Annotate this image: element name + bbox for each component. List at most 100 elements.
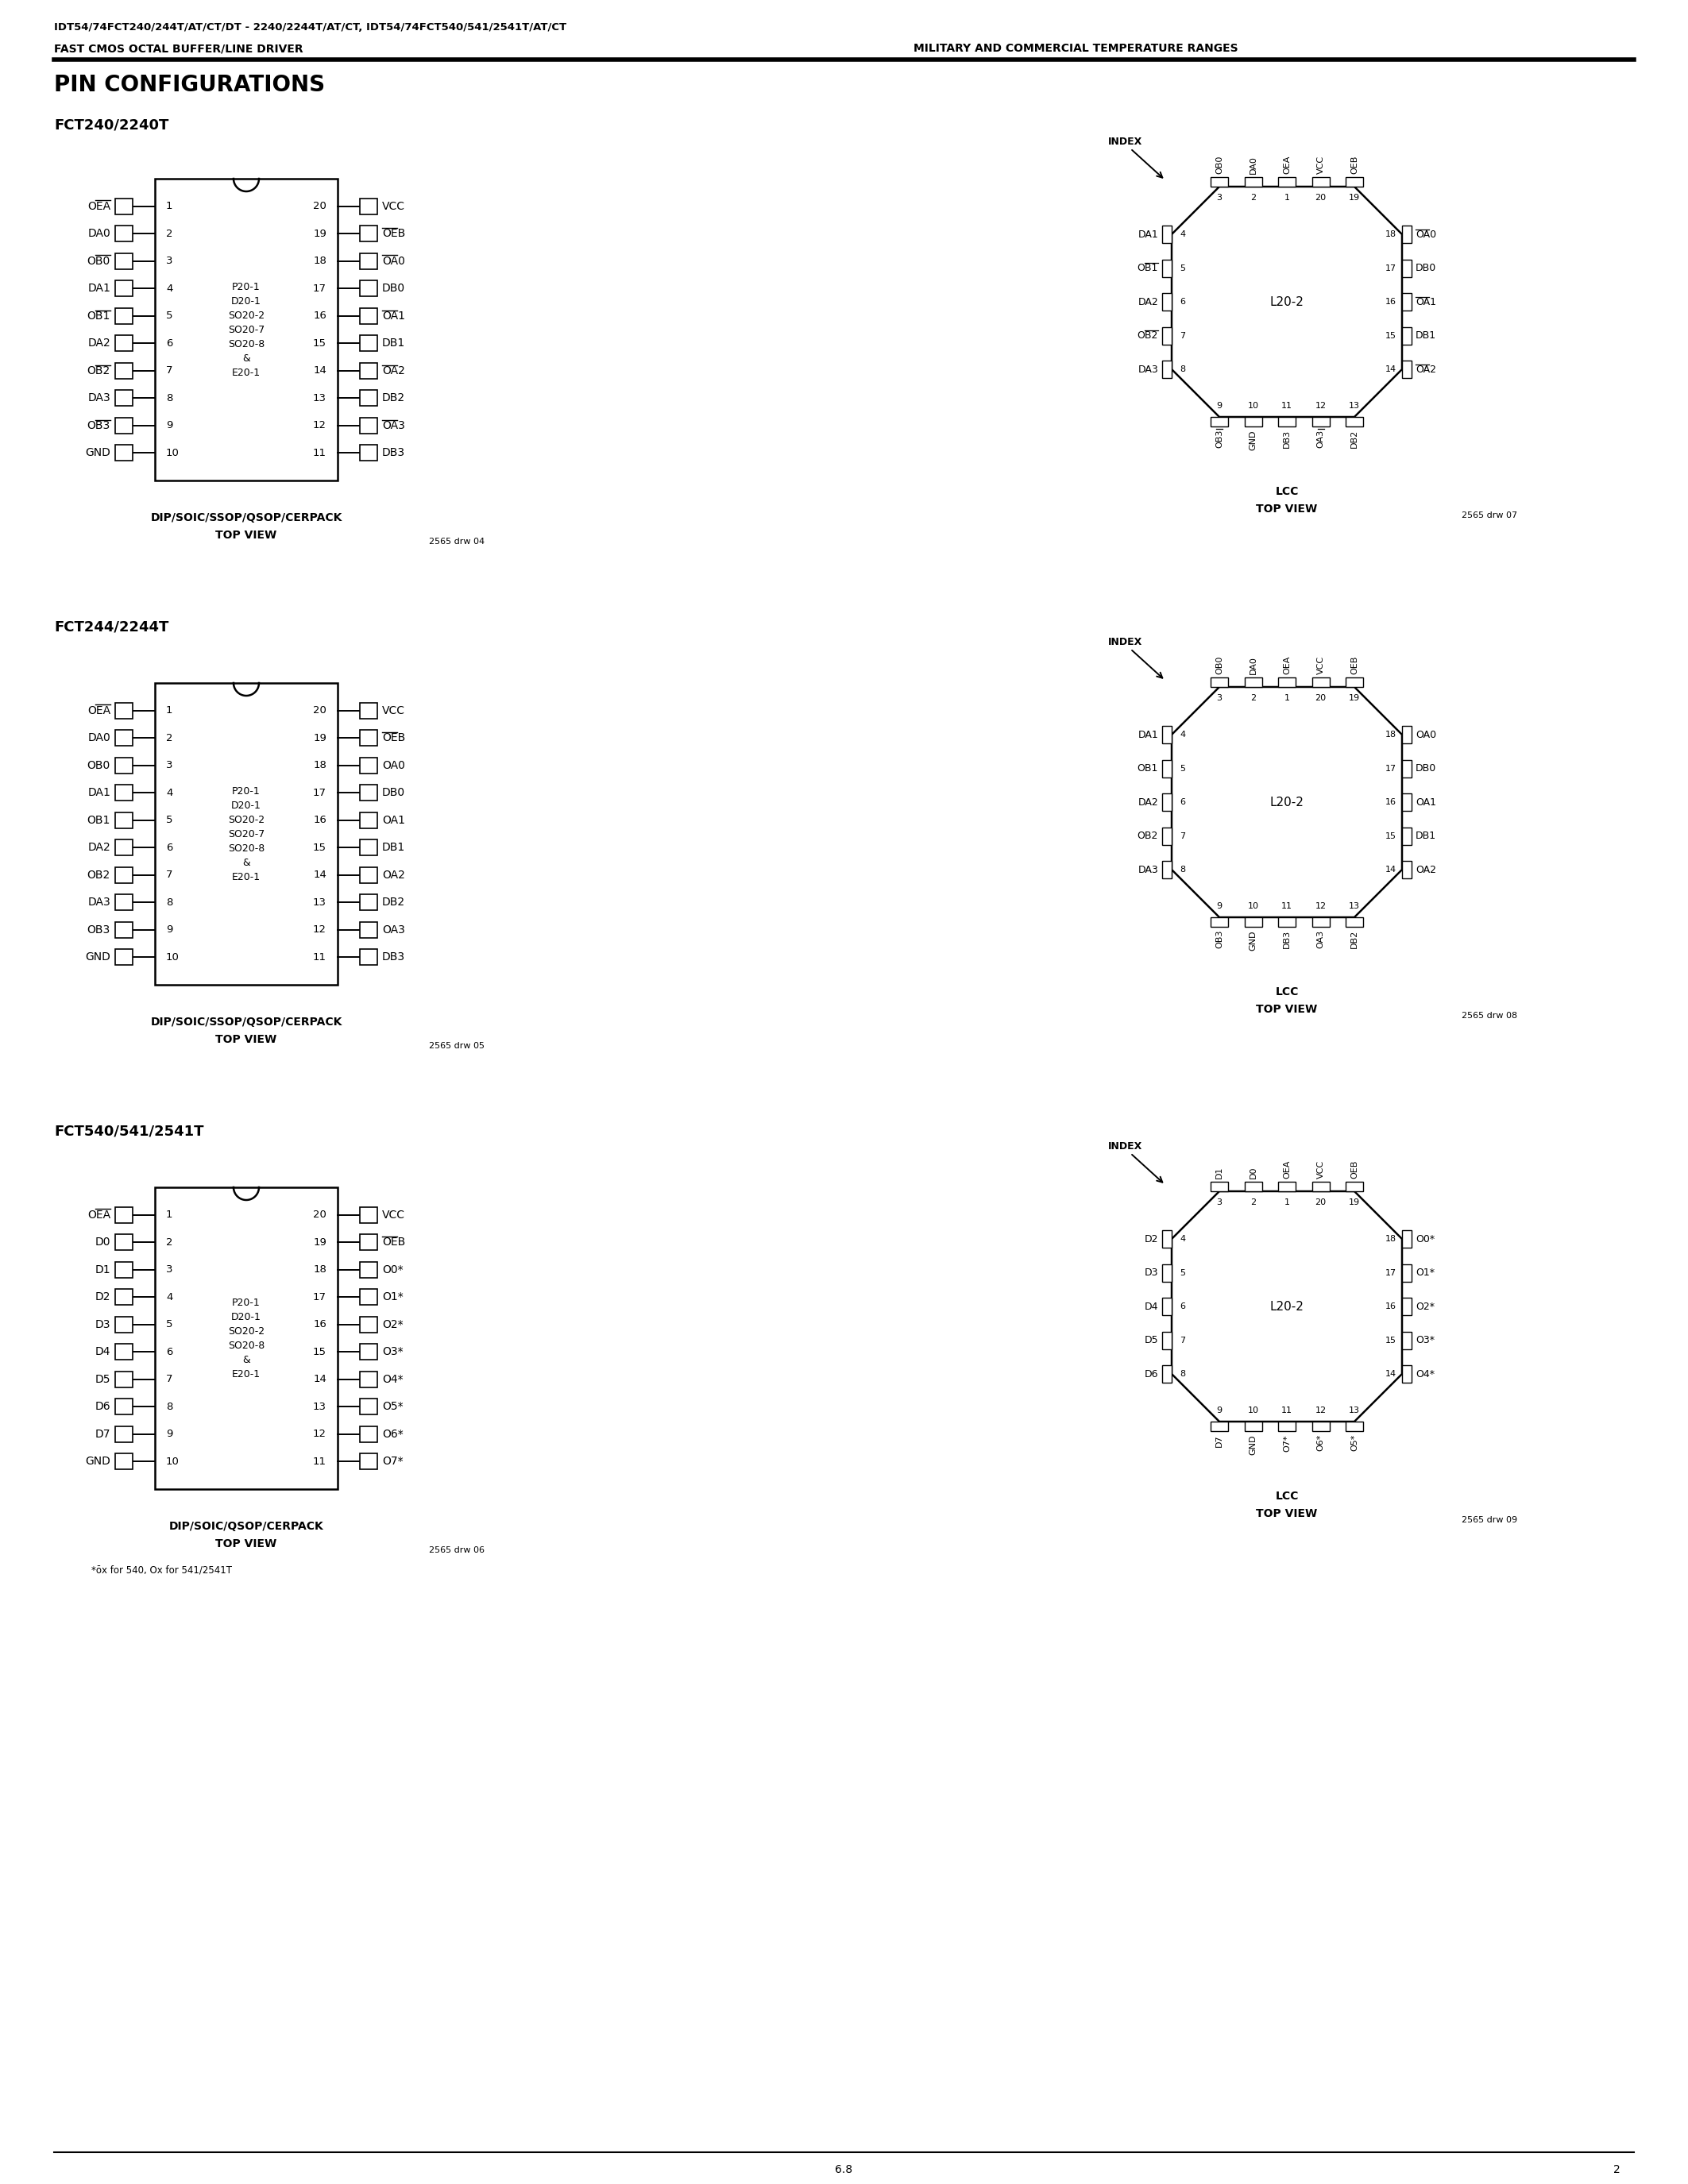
- Text: O2*: O2*: [381, 1319, 403, 1330]
- Text: 18: 18: [1386, 732, 1396, 738]
- Bar: [115, 253, 133, 269]
- Text: OA0: OA0: [1416, 229, 1436, 240]
- Bar: [1161, 328, 1171, 345]
- Text: 14: 14: [1386, 1369, 1396, 1378]
- Text: 18: 18: [312, 256, 326, 266]
- Text: VCC: VCC: [381, 201, 405, 212]
- Text: P20-1: P20-1: [231, 282, 260, 293]
- Text: 3: 3: [165, 256, 172, 266]
- Text: 16: 16: [312, 1319, 326, 1330]
- Text: 7: 7: [165, 1374, 172, 1385]
- Text: LCC: LCC: [1274, 987, 1298, 998]
- Text: O2*: O2*: [1416, 1302, 1435, 1313]
- Text: 9: 9: [165, 422, 172, 430]
- Bar: [1161, 793, 1171, 810]
- Text: D5: D5: [1144, 1334, 1158, 1345]
- Bar: [115, 703, 133, 719]
- Text: 2: 2: [165, 229, 172, 238]
- Bar: [1161, 360, 1171, 378]
- Text: OA1: OA1: [381, 310, 405, 321]
- Text: DA1: DA1: [1138, 229, 1158, 240]
- Bar: [1403, 760, 1411, 778]
- Bar: [115, 784, 133, 802]
- Text: D1: D1: [1215, 1166, 1224, 1179]
- Text: INDEX: INDEX: [1107, 1142, 1143, 1151]
- Bar: [1161, 293, 1171, 310]
- Bar: [360, 391, 378, 406]
- Bar: [1278, 177, 1296, 186]
- Text: 2: 2: [165, 732, 172, 743]
- Text: OB3: OB3: [88, 924, 110, 935]
- Text: *ōx for 540, Ox for 541/2541T: *ōx for 540, Ox for 541/2541T: [91, 1564, 231, 1575]
- Bar: [1312, 177, 1330, 186]
- Bar: [360, 199, 378, 214]
- Text: 12: 12: [1315, 402, 1327, 411]
- Bar: [1161, 260, 1171, 277]
- Text: INDEX: INDEX: [1107, 638, 1143, 646]
- Text: D1: D1: [95, 1265, 110, 1275]
- Text: D0: D0: [1249, 1166, 1258, 1179]
- Text: 18: 18: [312, 1265, 326, 1275]
- Bar: [1278, 917, 1296, 926]
- Text: OEB: OEB: [1350, 1160, 1359, 1179]
- Text: 8: 8: [1180, 365, 1185, 373]
- Text: 14: 14: [1386, 865, 1396, 874]
- Bar: [1403, 293, 1411, 310]
- Text: 7: 7: [165, 869, 172, 880]
- Text: 8: 8: [165, 1402, 172, 1411]
- Bar: [1278, 417, 1296, 426]
- Text: DB1: DB1: [381, 843, 405, 854]
- Text: OA3: OA3: [381, 924, 405, 935]
- Text: 9: 9: [1217, 902, 1222, 911]
- Text: PIN CONFIGURATIONS: PIN CONFIGURATIONS: [54, 74, 326, 96]
- Text: DA3: DA3: [1138, 865, 1158, 876]
- Text: L20-2: L20-2: [1269, 295, 1303, 308]
- Bar: [360, 1398, 378, 1415]
- Text: 20: 20: [312, 201, 326, 212]
- Text: SO20-7: SO20-7: [228, 325, 265, 334]
- Bar: [115, 895, 133, 911]
- Text: DA0: DA0: [88, 227, 110, 238]
- Text: 8: 8: [165, 898, 172, 909]
- Text: OB1: OB1: [88, 815, 110, 826]
- Text: 4: 4: [1180, 732, 1185, 738]
- Bar: [1161, 225, 1171, 242]
- Text: 3: 3: [165, 760, 172, 771]
- Text: DB1: DB1: [1416, 830, 1436, 841]
- Text: 2565 drw 06: 2565 drw 06: [429, 1546, 484, 1555]
- Bar: [115, 812, 133, 828]
- Text: O7*: O7*: [1283, 1435, 1291, 1452]
- Text: 6: 6: [1180, 297, 1185, 306]
- Text: O6*: O6*: [1317, 1435, 1325, 1452]
- Text: E20-1: E20-1: [231, 1369, 260, 1378]
- Text: 12: 12: [1315, 1406, 1327, 1415]
- Text: SO20-2: SO20-2: [228, 815, 265, 826]
- Text: D2: D2: [95, 1291, 110, 1302]
- Text: 11: 11: [1281, 902, 1293, 911]
- Text: OA3: OA3: [381, 419, 405, 430]
- Text: D4: D4: [95, 1345, 110, 1358]
- Text: OA2: OA2: [381, 365, 405, 376]
- Text: 5: 5: [165, 310, 172, 321]
- Text: OB2: OB2: [1138, 830, 1158, 841]
- Text: 20: 20: [312, 1210, 326, 1221]
- Text: OEA: OEA: [1283, 1160, 1291, 1179]
- Text: 7: 7: [1180, 1337, 1185, 1343]
- Text: 8: 8: [1180, 865, 1185, 874]
- Bar: [115, 1208, 133, 1223]
- Text: VCC: VCC: [381, 1210, 405, 1221]
- Bar: [360, 1262, 378, 1278]
- Text: 16: 16: [1386, 297, 1396, 306]
- Text: 17: 17: [1386, 1269, 1396, 1278]
- Bar: [360, 867, 378, 882]
- Bar: [360, 225, 378, 242]
- Text: 20: 20: [1315, 194, 1327, 201]
- Text: OA3: OA3: [1317, 430, 1325, 448]
- Text: OB2: OB2: [1138, 330, 1158, 341]
- Text: &: &: [243, 858, 250, 867]
- Text: 15: 15: [312, 843, 326, 852]
- Text: OB1: OB1: [1138, 262, 1158, 273]
- Bar: [360, 1455, 378, 1470]
- Bar: [1403, 793, 1411, 810]
- Bar: [1345, 1182, 1364, 1190]
